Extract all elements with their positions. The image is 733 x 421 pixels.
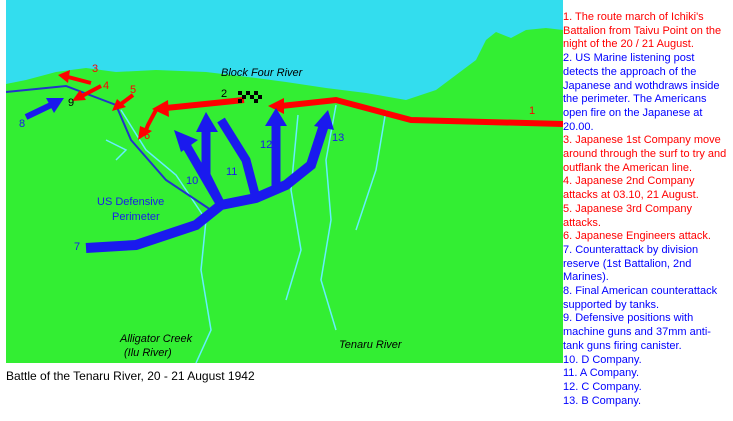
arrowhead [72,90,86,101]
route-arrow [280,96,563,127]
river-label: Block Four River [221,67,304,79]
map-number: 10 [186,175,198,187]
map-number: 5 [130,84,136,96]
counterattack [85,123,329,253]
legend-item: 5. Japanese 3rd Company attacks. [563,202,693,229]
attack-arrow [119,93,135,106]
map-number: 1 [529,105,535,117]
arrowhead [58,70,70,83]
arrowhead [174,130,198,152]
final-counterattack [24,102,53,120]
arrowhead [196,112,218,132]
map-number: 2 [221,88,227,100]
perimeter-label: Perimeter [112,211,160,223]
arrowhead [314,110,334,130]
arrowhead [268,98,284,114]
attack-arrow [165,97,245,111]
attack-arrow [81,84,102,98]
map-number: 6 [144,130,150,142]
map-number: 12 [260,139,272,151]
legend-item: 3. Japanese 1st Company move around thro… [563,134,727,174]
legend-item: 11. A Company. [563,367,640,380]
legend-item: 6. Japanese Engineers attack. [563,230,711,243]
map-number: 8 [19,118,25,130]
river-label: (Ilu River) [124,347,172,359]
map-number: 4 [103,80,109,92]
caption: Battle of the Tenaru River, 20 - 21 Augu… [6,369,255,383]
perimeter-label: US Defensive [97,196,164,208]
legend: 1. The route march of Ichiki's Battalion… [563,11,731,408]
listening-post [238,91,262,103]
arrowhead [265,108,287,126]
attack-arrow [144,109,158,131]
map-number: 7 [74,241,80,253]
map-number: 11 [226,166,237,178]
legend-item: 8. Final American counterattack supporte… [563,285,718,311]
legend-item: 2. US Marine listening post detects the … [563,52,720,133]
sea [6,0,563,100]
river-label: Tenaru River [339,339,403,351]
arrowhead [46,98,64,113]
map: Block Four River US Defensive Perimeter … [6,0,563,363]
legend-item: 1. The route march of Ichiki's Battalion… [563,11,722,51]
perimeter-line [6,84,212,211]
legend-item: 7. Counterattack by division reserve (1s… [563,243,699,284]
legend-item: 12. C Company. [563,380,642,393]
map-number: 13 [332,132,344,144]
counterattack-fan [182,117,281,208]
arrowhead [112,99,126,111]
map-number: 3 [92,63,98,75]
legend-item: 13. B Company. [563,394,642,407]
map-number: 9 [68,97,74,109]
legend-item: 4. Japanese 2nd Company attacks at 03.10… [563,175,699,202]
arrowhead [152,100,169,117]
legend-item: 10. D Company. [563,353,642,366]
river-label: Alligator Creek [119,333,193,345]
legend-item: 9. Defensive positions with machine guns… [563,312,711,352]
arrowhead [138,126,152,140]
attack-arrow [67,75,92,85]
